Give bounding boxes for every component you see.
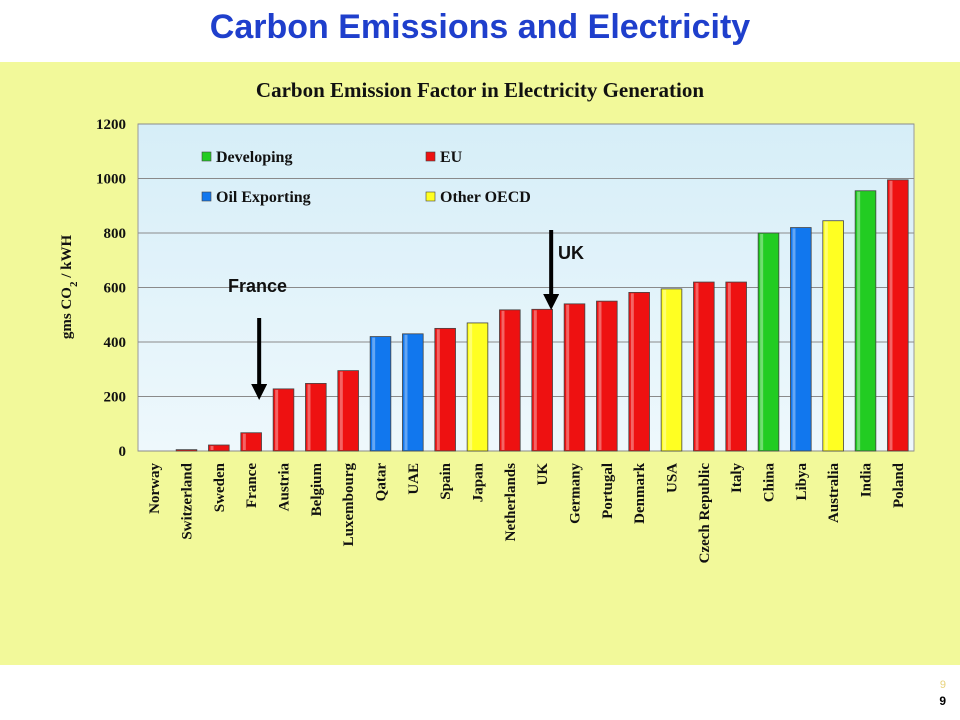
bar-denmark — [628, 292, 650, 452]
bar-india — [854, 190, 877, 452]
bar-uae — [402, 333, 424, 452]
bar-highlight — [760, 234, 764, 450]
y-tick-label: 1000 — [96, 172, 126, 188]
bar-highlight — [630, 293, 634, 450]
legend-swatch-eu — [425, 151, 436, 162]
bar-highlight — [857, 191, 861, 450]
x-tick-label-japan: Japan — [471, 462, 487, 502]
legend-label-oil-exporting: Oil Exporting — [216, 189, 311, 206]
bar-luxembourg — [337, 370, 359, 452]
x-tick-label-belgium: Belgium — [309, 463, 325, 517]
bar-austria — [272, 388, 295, 452]
x-tick-label-portugal: Portugal — [600, 463, 616, 519]
y-axis-ticks: 0 200 400 600 800 1000 1200 — [96, 117, 126, 460]
bar-highlight — [566, 304, 570, 450]
legend-label-eu: EU — [440, 149, 463, 166]
legend-label-other-oecd: Other OECD — [440, 189, 531, 206]
bar-highlight — [275, 389, 279, 450]
x-tick-label-libya: Libya — [794, 463, 810, 501]
x-tick-label-spain: Spain — [438, 462, 454, 499]
bar-china — [757, 232, 780, 452]
bar-germany — [563, 303, 586, 452]
x-tick-label-australia: Australia — [826, 463, 842, 524]
x-tick-label-france: France — [244, 463, 260, 508]
bar-highlight — [339, 371, 343, 450]
bar-highlight — [242, 433, 246, 450]
bar-highlight — [727, 283, 731, 450]
bar-highlight — [663, 289, 667, 450]
x-tick-label-luxembourg: Luxembourg — [341, 463, 357, 547]
x-tick-label-czech-republic: Czech Republic — [697, 463, 713, 564]
bar-sweden — [208, 444, 230, 452]
y-tick-label: 1200 — [96, 117, 126, 133]
annotation-uk: UK — [558, 243, 584, 263]
bar-netherlands — [499, 309, 521, 452]
slide-number: 9 — [939, 694, 946, 708]
bar-highlight — [598, 302, 602, 450]
chart-title: Carbon Emission Factor in Electricity Ge… — [256, 78, 704, 102]
x-axis-labels: Norway Switzerland Sweden France Austria Belg… — [147, 462, 907, 563]
x-tick-label-uae: UAE — [406, 463, 422, 495]
x-tick-label-norway: Norway — [147, 463, 163, 514]
bar-highlight — [469, 323, 473, 450]
slide-title: Carbon Emissions and Electricity — [209, 8, 751, 46]
bar-highlight — [889, 180, 893, 451]
y-tick-label: 400 — [104, 335, 127, 351]
y-tick-label: 200 — [104, 390, 127, 406]
x-tick-label-italy: Italy — [729, 463, 745, 494]
bar-australia — [822, 220, 844, 452]
bar-portugal — [596, 300, 618, 452]
bar-highlight — [436, 329, 440, 450]
legend-swatch-oil-exporting — [201, 191, 212, 202]
bar-czech-republic — [693, 281, 715, 452]
x-tick-label-denmark: Denmark — [632, 462, 648, 523]
legend-swatch-developing — [201, 151, 212, 162]
bar-italy — [725, 281, 747, 452]
x-tick-label-usa: USA — [665, 463, 681, 493]
y-tick-label: 800 — [104, 226, 127, 242]
bar-belgium — [305, 383, 327, 452]
bar-highlight — [824, 221, 828, 450]
x-tick-label-china: China — [762, 463, 778, 503]
x-tick-label-uk: UK — [535, 463, 551, 486]
annotations: France UK — [228, 230, 584, 400]
x-tick-label-sweden: Sweden — [212, 462, 228, 512]
bar-highlight — [792, 228, 796, 450]
bar-france — [240, 432, 262, 452]
x-tick-label-netherlands: Netherlands — [503, 463, 519, 541]
legend-swatch-other-oecd — [425, 191, 436, 202]
annotation-france: France — [228, 276, 287, 296]
bar-chart: Carbon Emission Factor in Electricity Ge… — [59, 78, 915, 563]
legend-label-developing: Developing — [216, 149, 292, 166]
bar-uk — [531, 308, 553, 452]
gridlines — [138, 123, 914, 452]
x-tick-label-switzerland: Switzerland — [180, 462, 196, 539]
x-tick-label-qatar: Qatar — [374, 463, 390, 502]
bar-highlight — [695, 283, 699, 450]
bar-usa — [660, 288, 683, 452]
bars — [175, 179, 909, 452]
legend: Developing EU Oil Exporting Other OECD — [201, 149, 531, 206]
bar-highlight — [210, 446, 214, 450]
x-tick-label-india: India — [859, 463, 875, 498]
y-tick-label: 600 — [104, 281, 127, 297]
x-tick-label-austria: Austria — [277, 463, 293, 512]
bar-highlight — [307, 384, 311, 450]
y-tick-label: 0 — [119, 444, 127, 460]
y-axis-label: gms CO2 / kWH — [59, 235, 80, 340]
slide-number-ghost: 9 — [939, 679, 946, 691]
bar-japan — [466, 322, 489, 452]
x-tick-label-germany: Germany — [568, 463, 584, 524]
bar-qatar — [369, 336, 392, 452]
chart-panel: Carbon Emission Factor in Electricity Ge… — [0, 62, 960, 665]
bar-highlight — [372, 337, 376, 450]
bar-highlight — [404, 334, 408, 450]
bar-libya — [790, 227, 812, 452]
bar-spain — [434, 327, 456, 452]
bar-highlight — [533, 310, 537, 450]
x-tick-label-poland: Poland — [891, 462, 907, 508]
bar-switzerland — [175, 449, 198, 452]
bar-highlight — [501, 310, 505, 450]
bar-poland — [887, 179, 909, 452]
